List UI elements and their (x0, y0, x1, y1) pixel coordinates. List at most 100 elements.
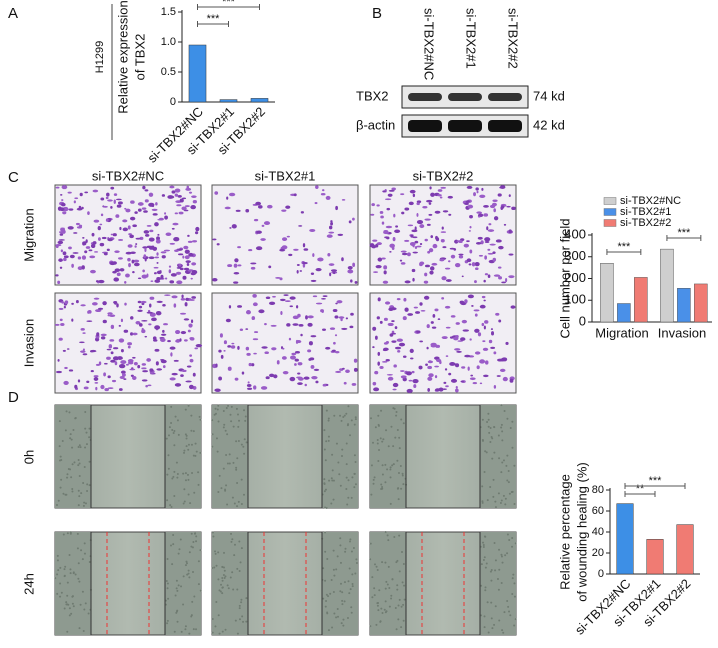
cell (373, 476, 376, 479)
cell (222, 467, 225, 470)
cell (444, 368, 448, 371)
cell (387, 445, 390, 448)
cell (195, 231, 199, 235)
cell (154, 272, 157, 275)
cell (387, 193, 393, 197)
cell (392, 463, 395, 466)
cell (165, 437, 168, 440)
cell (393, 535, 396, 538)
cell (83, 386, 89, 390)
cell (458, 240, 463, 244)
cell (61, 199, 64, 202)
cell (493, 351, 497, 355)
cell (514, 542, 517, 545)
cell (176, 589, 179, 592)
cell (333, 574, 336, 577)
cell (342, 415, 345, 418)
cell (113, 193, 118, 196)
cell (62, 211, 67, 215)
cell (325, 599, 328, 602)
cell (82, 353, 88, 356)
cell (178, 211, 184, 215)
cell (58, 337, 63, 341)
y-tick-label: 200 (564, 270, 586, 285)
cell (268, 301, 276, 305)
cell (243, 409, 246, 412)
bar (617, 303, 631, 323)
cell (79, 603, 82, 606)
cell (214, 412, 217, 415)
cell (341, 591, 344, 594)
cell (149, 312, 156, 317)
cell (173, 630, 176, 633)
cell (127, 361, 134, 365)
cell (63, 568, 66, 571)
cell (191, 546, 194, 549)
cell (228, 192, 236, 197)
cell (248, 248, 253, 252)
cell (77, 504, 80, 507)
cell (296, 269, 299, 274)
cell (170, 352, 173, 357)
cell (398, 534, 401, 537)
cell (501, 629, 504, 632)
cell (69, 254, 75, 259)
cell (322, 295, 328, 297)
cell (146, 224, 152, 227)
cell (172, 431, 175, 434)
cell (342, 367, 345, 370)
cell (441, 336, 448, 340)
cell (237, 305, 243, 308)
cell (332, 568, 335, 571)
cell (114, 361, 118, 366)
cell (165, 579, 168, 582)
cell (409, 241, 416, 246)
cell (290, 355, 296, 360)
cell (273, 374, 278, 379)
cell (389, 468, 392, 471)
cell (467, 204, 474, 209)
cell (435, 344, 441, 348)
cell (441, 276, 447, 281)
bar (694, 283, 708, 323)
legend-swatch (603, 208, 617, 216)
cell (191, 471, 194, 474)
cell (324, 579, 327, 582)
cell (177, 195, 182, 198)
cell (374, 563, 377, 566)
bar (188, 44, 207, 103)
cell (341, 257, 344, 262)
cell (199, 589, 202, 592)
y-tick-label: 60 (592, 505, 604, 517)
cell (106, 192, 110, 197)
cell (494, 500, 497, 503)
cell (500, 426, 503, 429)
cell (190, 614, 193, 617)
cell (395, 414, 398, 417)
cell (65, 410, 68, 413)
cell (125, 273, 130, 278)
cell (68, 554, 71, 557)
cell (222, 573, 225, 576)
cell (460, 337, 466, 341)
cell (333, 414, 336, 417)
cell (495, 312, 500, 316)
cell (500, 499, 503, 502)
cell (66, 473, 69, 476)
cell (217, 614, 220, 617)
cell (437, 318, 441, 321)
cell (106, 348, 112, 351)
cell (493, 274, 501, 277)
cell (141, 363, 147, 366)
cell (231, 538, 234, 541)
cell (502, 459, 505, 462)
cell (181, 294, 184, 299)
cell (64, 429, 67, 432)
cell (62, 492, 65, 495)
cell (230, 345, 236, 349)
cell (397, 498, 400, 501)
cell (66, 630, 69, 633)
cell (235, 407, 238, 410)
cell (385, 580, 388, 583)
cell (174, 249, 179, 252)
